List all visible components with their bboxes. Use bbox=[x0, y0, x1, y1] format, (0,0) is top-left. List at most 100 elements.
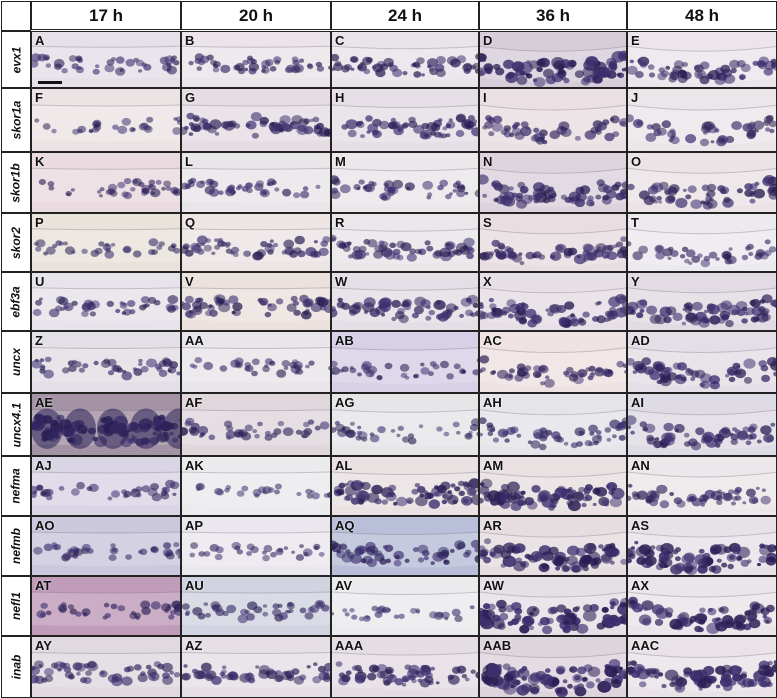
stained-cell bbox=[287, 601, 294, 607]
panel-ab: AB bbox=[331, 331, 479, 393]
panel-label: K bbox=[35, 154, 45, 169]
stained-cell bbox=[558, 121, 570, 131]
stained-cell bbox=[610, 487, 625, 500]
stained-cell bbox=[617, 50, 626, 61]
stained-cell bbox=[119, 302, 128, 309]
panel-c: C bbox=[331, 31, 479, 88]
stained-cell bbox=[675, 556, 681, 562]
stained-cell bbox=[121, 117, 131, 126]
stained-cell bbox=[619, 191, 626, 199]
panel-label: AR bbox=[483, 518, 502, 533]
stained-cell bbox=[516, 685, 530, 696]
stained-cell bbox=[583, 257, 589, 262]
stained-cell bbox=[493, 197, 499, 203]
stained-cell bbox=[480, 70, 485, 76]
stained-cell bbox=[140, 366, 149, 373]
stained-cell bbox=[250, 58, 257, 65]
stained-cell bbox=[736, 556, 742, 561]
stained-cell bbox=[563, 556, 570, 562]
panel-x: X bbox=[479, 272, 627, 331]
spinal-cord-image bbox=[628, 228, 776, 268]
stained-cell bbox=[246, 551, 252, 556]
stained-cell bbox=[604, 669, 612, 675]
stained-cell bbox=[216, 489, 225, 496]
stained-cell bbox=[293, 309, 301, 316]
stained-cell bbox=[758, 360, 767, 368]
stained-cell bbox=[705, 557, 714, 565]
stained-cell bbox=[610, 560, 615, 565]
stained-cell bbox=[496, 599, 507, 609]
stained-cell bbox=[319, 421, 330, 430]
stained-cell bbox=[413, 374, 418, 379]
stained-cell bbox=[245, 613, 255, 621]
stained-cell bbox=[549, 130, 560, 140]
stained-cell bbox=[96, 189, 102, 194]
stained-cell bbox=[430, 561, 435, 565]
stained-cell bbox=[760, 680, 768, 687]
stained-cell bbox=[567, 683, 573, 689]
stained-cell bbox=[125, 554, 132, 560]
stained-cell bbox=[185, 310, 197, 319]
panel-label: AX bbox=[631, 578, 650, 593]
stained-cell bbox=[486, 422, 494, 428]
gene-name: inab bbox=[8, 654, 23, 680]
stained-cell bbox=[436, 56, 446, 65]
stained-cell bbox=[482, 193, 488, 198]
stained-cell bbox=[530, 134, 539, 142]
stained-cell bbox=[76, 481, 85, 490]
stained-cell bbox=[427, 192, 433, 197]
stained-cell bbox=[305, 488, 313, 495]
stained-cell bbox=[107, 358, 117, 367]
stained-cell bbox=[721, 562, 728, 568]
gene-name: skor1a bbox=[9, 100, 24, 140]
stained-cell bbox=[95, 64, 100, 68]
stained-cell bbox=[496, 678, 510, 690]
stained-cell bbox=[104, 64, 115, 73]
stained-cell bbox=[290, 295, 298, 302]
spinal-cord-image bbox=[480, 409, 626, 451]
stained-cell bbox=[300, 430, 310, 439]
stained-cell bbox=[507, 545, 516, 553]
stained-cell bbox=[618, 668, 626, 680]
stained-cell bbox=[680, 376, 687, 382]
stained-cell bbox=[515, 195, 523, 202]
stained-cell bbox=[373, 250, 384, 259]
stained-cell bbox=[603, 677, 613, 685]
stained-cell bbox=[467, 246, 473, 251]
stained-cell bbox=[374, 550, 383, 557]
stained-cell bbox=[68, 364, 77, 373]
stained-cell bbox=[248, 62, 260, 72]
stained-cell bbox=[167, 295, 179, 304]
panel-n: N bbox=[479, 152, 627, 213]
spinal-cord-image bbox=[628, 652, 776, 693]
stained-cell bbox=[402, 71, 408, 76]
stained-cell bbox=[544, 378, 555, 388]
stained-cell bbox=[655, 544, 664, 552]
stained-cell bbox=[67, 360, 75, 366]
stained-cell bbox=[406, 253, 417, 262]
stained-cell bbox=[664, 607, 674, 615]
stained-cell bbox=[595, 678, 601, 683]
stained-cell bbox=[638, 245, 649, 254]
stained-cell bbox=[555, 566, 561, 571]
stained-cell bbox=[362, 185, 368, 190]
stained-cell bbox=[715, 684, 721, 689]
stained-cell bbox=[163, 542, 172, 549]
stained-cell bbox=[665, 306, 677, 316]
stained-cell bbox=[483, 494, 493, 502]
panel-label: AE bbox=[35, 395, 54, 410]
stained-cell bbox=[109, 190, 118, 197]
stained-cell bbox=[357, 372, 362, 377]
stained-cell bbox=[93, 360, 99, 366]
stained-cell bbox=[82, 363, 89, 369]
stained-cell bbox=[539, 430, 549, 439]
stained-cell bbox=[717, 185, 726, 192]
stained-cell bbox=[182, 182, 190, 190]
stained-cell bbox=[348, 309, 357, 316]
stained-cell bbox=[407, 499, 412, 504]
stained-cell bbox=[332, 53, 340, 62]
stained-cell bbox=[740, 673, 747, 679]
spinal-cord-image bbox=[182, 167, 330, 203]
spinal-cord-image bbox=[182, 591, 330, 626]
stained-cell bbox=[112, 124, 119, 130]
